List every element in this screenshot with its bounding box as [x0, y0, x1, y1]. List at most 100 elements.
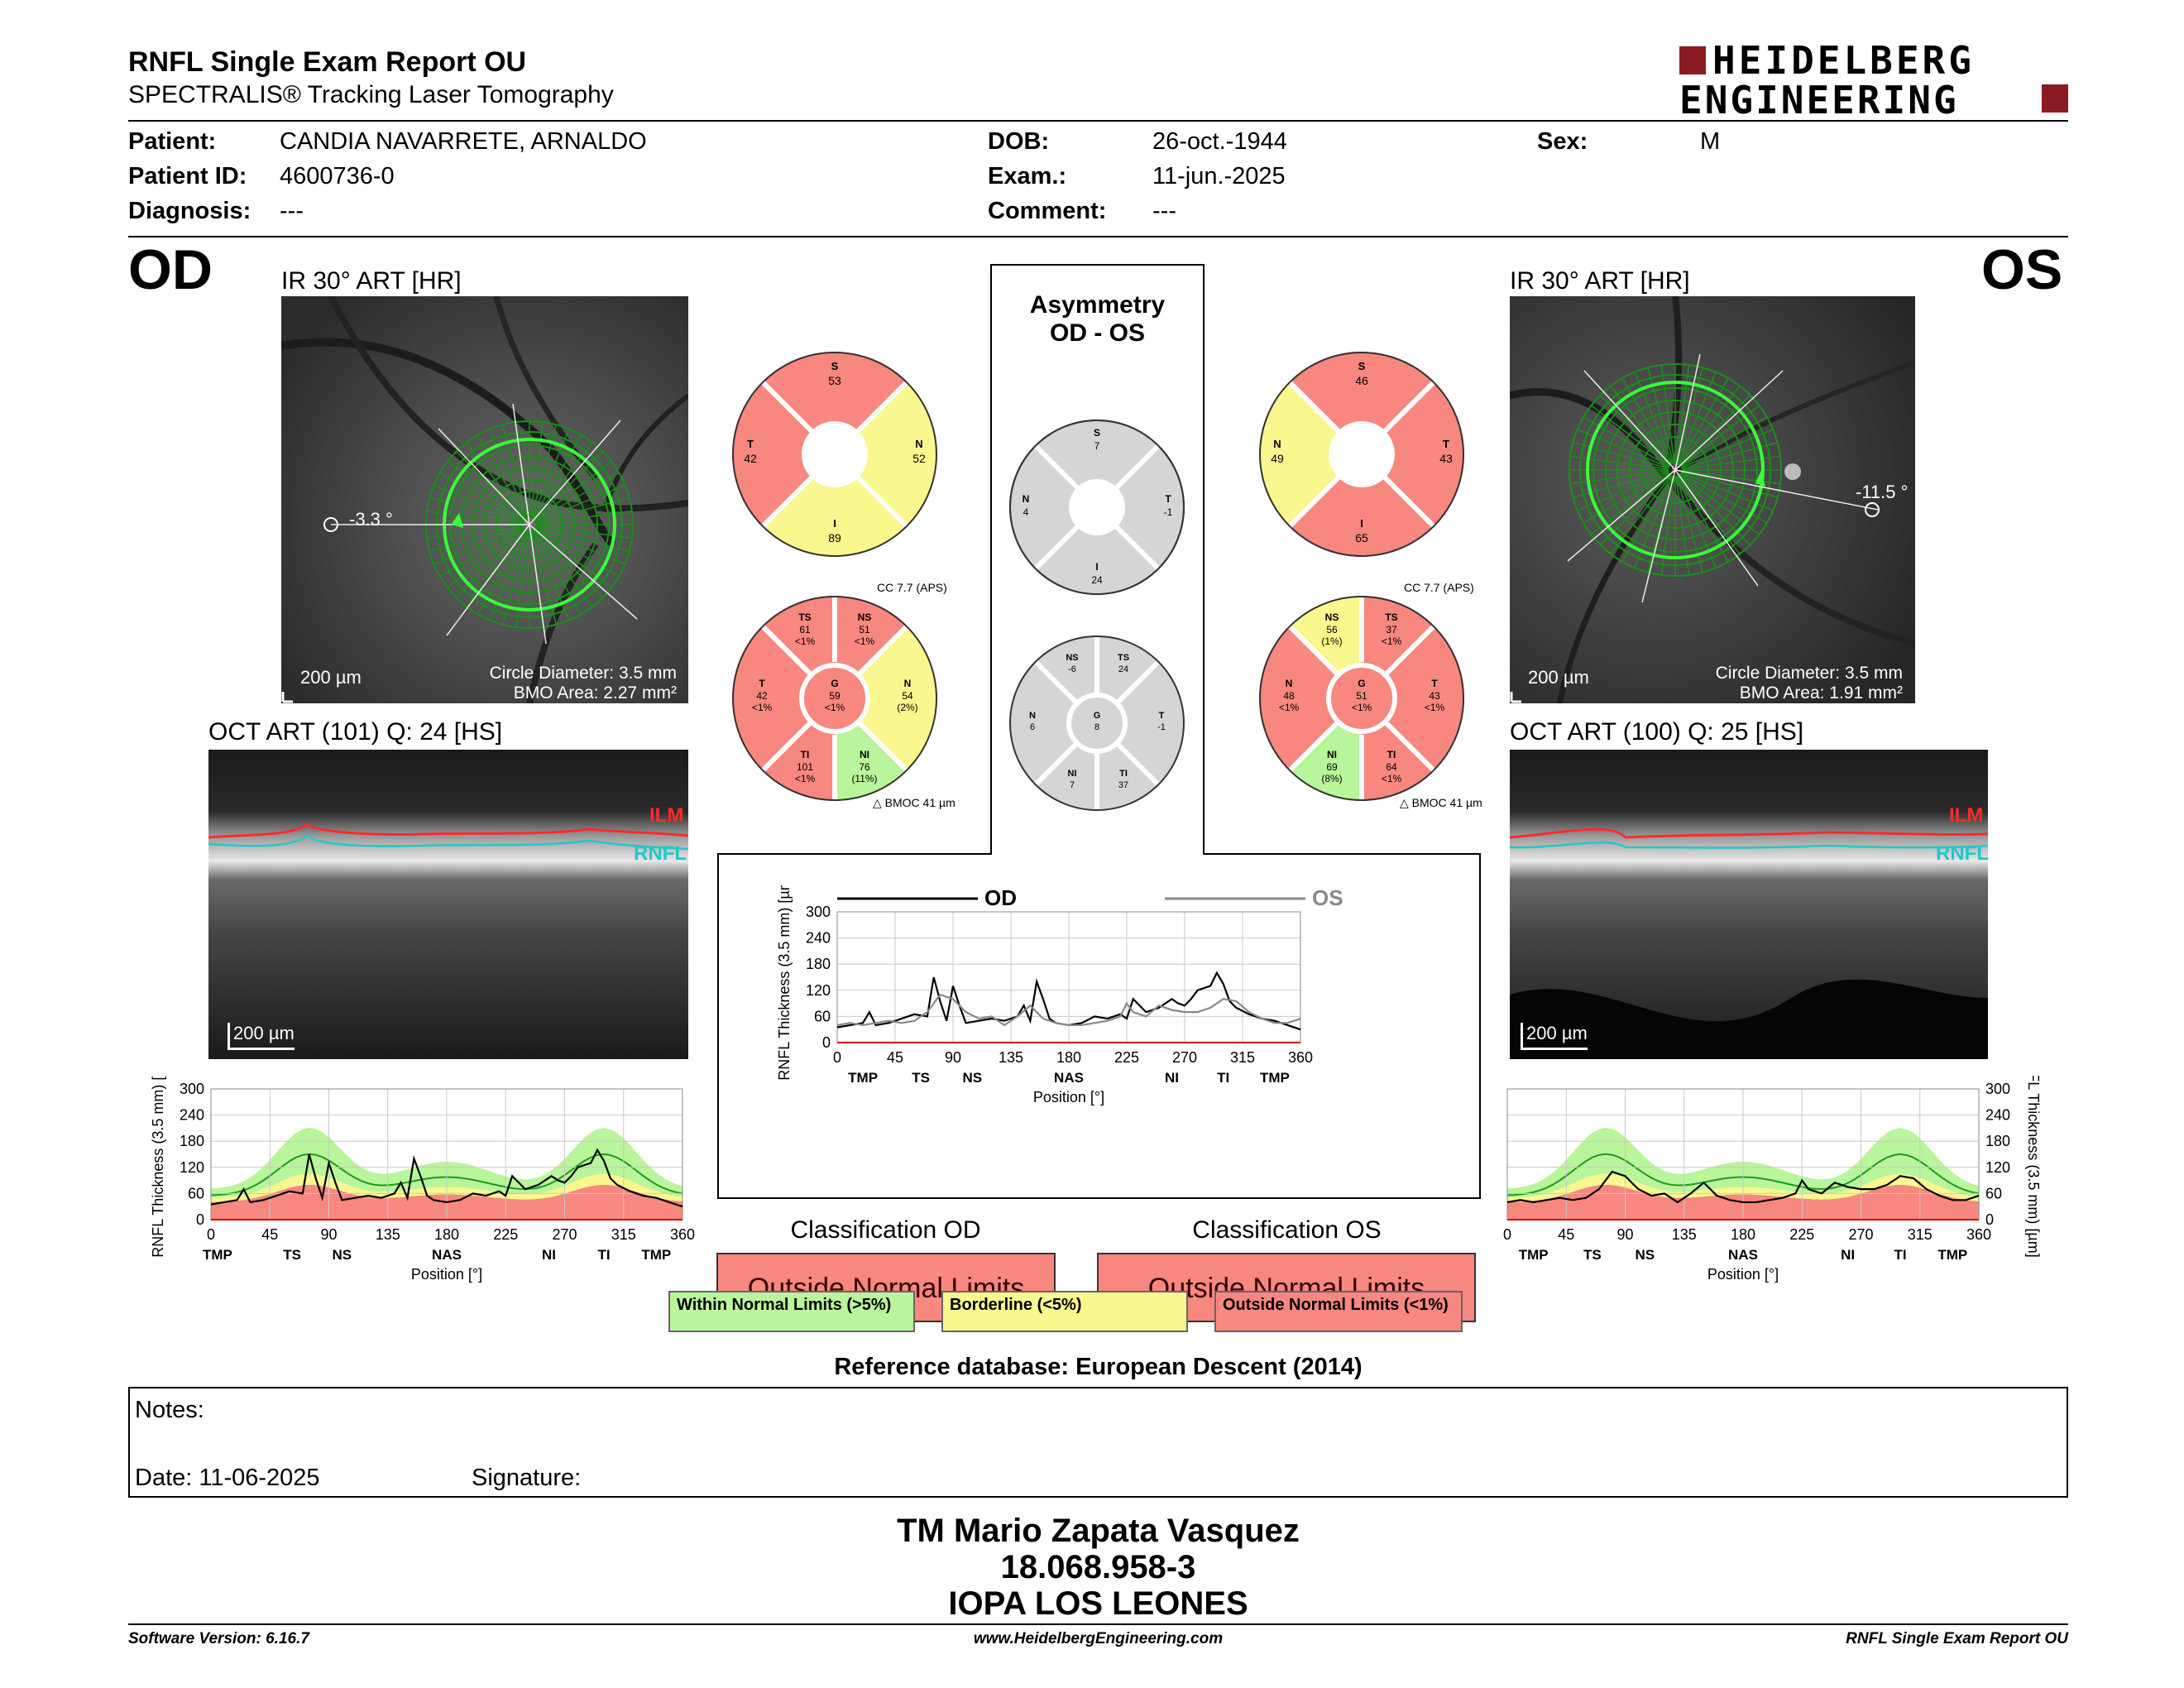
od-bmo-area: BMO Area: 2.27 mm² [513, 683, 677, 703]
svg-text:(8%): (8%) [1321, 773, 1342, 784]
os-ir-title: IR 30° ART [HR] [1510, 267, 1690, 295]
notes-box [128, 1387, 2068, 1498]
svg-text:49: 49 [1271, 452, 1284, 465]
svg-text:<1%: <1% [1425, 702, 1445, 713]
svg-text:37: 37 [1386, 624, 1397, 635]
sector-label: TI [1217, 1070, 1229, 1086]
x-tick-label: 0 [207, 1226, 215, 1243]
sex-label: Sex: [1537, 128, 1588, 155]
asymmetry-title-2: OD - OS [1049, 319, 1145, 347]
y-tick-label: 180 [806, 956, 831, 972]
os-oct-title: OCT ART (100) Q: 25 [HS] [1510, 718, 1804, 746]
svg-text:48: 48 [1283, 690, 1295, 702]
os-angle: -11.5 ° [1856, 482, 1909, 502]
svg-text:TS: TS [1385, 611, 1397, 623]
diagnosis-value: --- [280, 198, 304, 224]
x-tick-label: 360 [1966, 1226, 1991, 1243]
os-fundus-image [1510, 296, 1915, 703]
od-quad-n [835, 381, 937, 527]
footer-url[interactable]: www.HeidelbergEngineering.com [973, 1630, 1224, 1647]
x-tick-label: 135 [376, 1226, 400, 1243]
y-tick-label: 0 [822, 1034, 831, 1051]
y-tick-label: 120 [806, 982, 831, 999]
x-tick-label: 90 [320, 1226, 337, 1243]
svg-text:I: I [833, 517, 836, 530]
notes-signature: Signature: [472, 1465, 582, 1491]
svg-text:52: 52 [912, 452, 926, 465]
x-tick-label: 270 [1848, 1226, 1873, 1243]
comment-value: --- [1152, 198, 1176, 224]
sector-label: TI [1894, 1247, 1906, 1263]
report-subtitle: SPECTRALIS® Tracking Laser Tomography [128, 81, 614, 108]
svg-text:(1%): (1%) [1321, 635, 1342, 647]
sector-label: TMP [641, 1247, 671, 1263]
y-tick-label: 0 [196, 1211, 204, 1228]
y-axis-title: RNFL Thickness (3.5 mm) [µm] [2025, 1076, 2042, 1258]
sector-label: TS [912, 1070, 930, 1086]
svg-text:I: I [1095, 561, 1098, 573]
od-quad-t [732, 381, 835, 527]
os-eye-label: OS [1981, 238, 2063, 301]
od-angle: -3.3 ° [349, 509, 393, 530]
y-tick-label: 300 [806, 904, 831, 920]
svg-text:24: 24 [1118, 664, 1128, 674]
svg-text:TI: TI [1119, 769, 1128, 779]
od-ir-title: IR 30° ART [HR] [281, 267, 462, 295]
svg-text:-1: -1 [1157, 722, 1166, 732]
x-axis-title: Position [°] [1707, 1266, 1779, 1283]
svg-text:61: 61 [799, 624, 811, 635]
svg-text:NI: NI [1327, 749, 1337, 760]
svg-text:42: 42 [744, 452, 757, 465]
dob-value: 26-oct.-1944 [1152, 128, 1287, 155]
svg-text:<1%: <1% [795, 635, 816, 647]
svg-text:S: S [1358, 360, 1366, 372]
svg-text:<1%: <1% [1382, 773, 1402, 784]
logo-square-top [1679, 46, 1706, 74]
series-line-os [1506, 1170, 1980, 1204]
svg-text:-6: -6 [1068, 664, 1076, 674]
od-oct-image [208, 750, 688, 1059]
sector-label: TI [597, 1247, 610, 1263]
x-tick-label: 315 [611, 1226, 636, 1243]
svg-text:N: N [1273, 438, 1281, 450]
notes-label: Notes: [135, 1397, 204, 1423]
svg-text:43: 43 [1439, 452, 1453, 465]
svg-text:65: 65 [1355, 531, 1368, 544]
report-title: RNFL Single Exam Report OU [128, 46, 527, 78]
y-tick-label: 60 [188, 1185, 204, 1201]
od-eye-label: OD [128, 238, 213, 301]
y-axis-title: RNFL Thickness (3.5 mm) [µm] [150, 1076, 166, 1258]
sector-label: NS [1635, 1247, 1655, 1263]
od-rnfl-label: RNFL [634, 842, 687, 865]
od-quadrant-chart: S 53 T 42 N 52 I 89 [732, 352, 937, 557]
x-tick-label: 225 [1114, 1049, 1139, 1066]
legend-within-normal: Within Normal Limits (>5%) [668, 1291, 915, 1332]
svg-text:NI: NI [1068, 769, 1077, 779]
svg-text:N: N [915, 438, 922, 450]
sector-label: NAS [1728, 1247, 1758, 1263]
svg-text:T: T [1159, 711, 1165, 721]
reference-database: Reference database: European Descent (20… [834, 1354, 1363, 1380]
sector-label: NI [1841, 1247, 1855, 1263]
svg-text:(2%): (2%) [897, 702, 917, 713]
od-ilm-label: ILM [649, 804, 684, 827]
asymmetry-frame [717, 264, 1481, 1199]
patient-name: CANDIA NAVARRETE, ARNALDO [280, 128, 647, 155]
x-tick-label: 45 [261, 1226, 278, 1243]
legend-borderline: Borderline (<5%) [941, 1291, 1188, 1332]
os-oct-image [1510, 750, 1988, 1059]
x-tick-label: 360 [1288, 1049, 1313, 1066]
x-tick-label: 135 [1672, 1226, 1697, 1243]
x-tick-label: 180 [434, 1226, 459, 1243]
center-thickness-chart: 0 60 120 180 240 300 0 45 90 135 180 225 270 315 360 TM… [776, 885, 1343, 1105]
os-bmoc: △ BMOC 41 µm [1400, 796, 1482, 809]
svg-text:-1: -1 [1164, 506, 1173, 518]
svg-text:37: 37 [1118, 780, 1128, 790]
svg-text:6: 6 [1030, 722, 1035, 732]
comment-label: Comment: [988, 198, 1107, 224]
svg-text:N: N [1286, 678, 1293, 689]
legend-outside-normal: Outside Normal Limits (<1%) [1214, 1291, 1463, 1332]
classification-os-title: Classification OS [1192, 1216, 1382, 1244]
svg-text:<1%: <1% [1279, 702, 1300, 713]
sector-label: TMP [203, 1247, 232, 1263]
